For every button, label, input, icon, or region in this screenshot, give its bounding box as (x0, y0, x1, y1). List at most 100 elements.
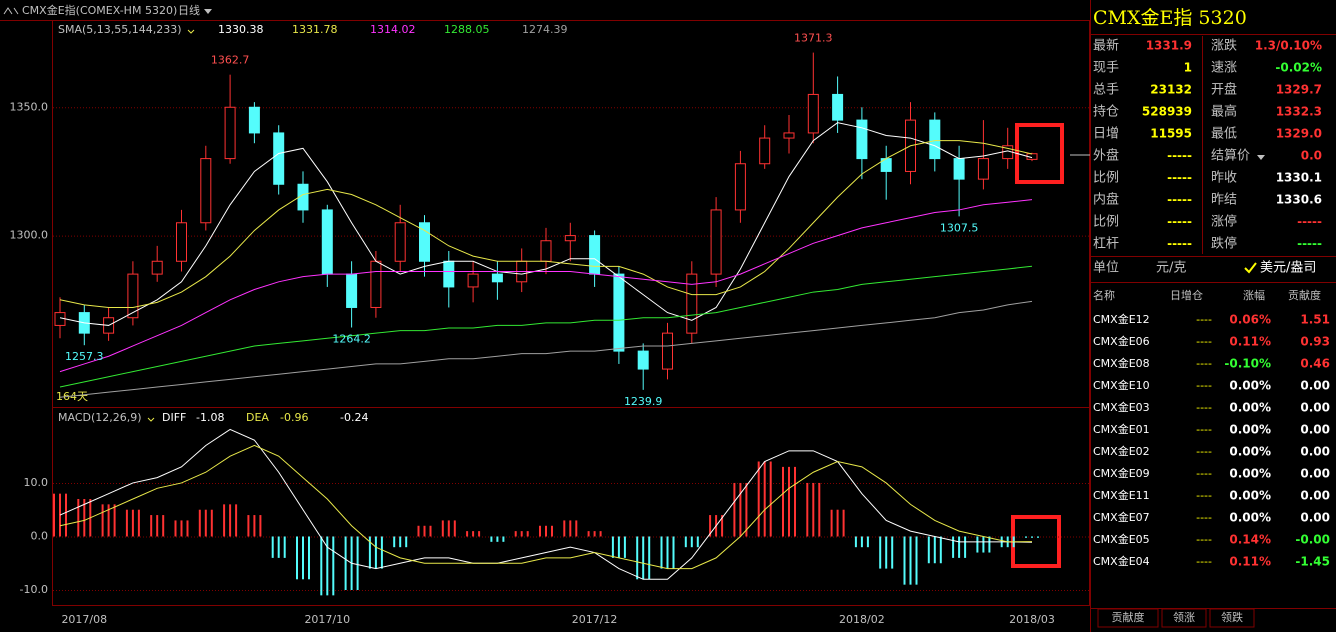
legend-name: DEA (246, 411, 269, 424)
unit-label: 单位 (1093, 261, 1119, 276)
row-change: 0.00% (1229, 401, 1271, 415)
row-name: CMX金E12 (1093, 312, 1150, 326)
tab-label[interactable]: 领跌 (1221, 610, 1243, 624)
sma-line (59, 300, 1033, 398)
candle-body (54, 312, 66, 326)
row-contrib: 0.00 (1300, 467, 1330, 481)
row-name: CMX金E01 (1093, 422, 1150, 436)
tab[interactable] (1161, 608, 1207, 628)
candle-body (686, 273, 698, 334)
x-tick-label: 2017/10 (304, 613, 350, 626)
row-contrib: 0.00 (1300, 401, 1330, 415)
candle-body (321, 209, 333, 275)
quote-label: 内盘 (1093, 192, 1119, 208)
quote-label: 开盘 (1211, 82, 1237, 98)
x-tick-label: 2018/03 (1009, 613, 1055, 626)
quote-label: 杠杆 (1093, 236, 1119, 252)
quote-label: 外盘 (1093, 148, 1119, 164)
row-name: CMX金E05 (1093, 532, 1150, 546)
row-oi: ---- (1196, 467, 1212, 480)
tab[interactable] (1097, 608, 1159, 628)
row-name: CMX金E02 (1093, 444, 1150, 458)
check (1244, 262, 1257, 274)
x-tick-label: 2017/12 (572, 613, 618, 626)
row-oi: ---- (1196, 379, 1212, 392)
tab[interactable] (1209, 608, 1255, 628)
quote-label: 涨跌 (1211, 38, 1237, 54)
row-name: CMX金E04 (1093, 554, 1150, 568)
row-contrib: 0.00 (1300, 489, 1330, 503)
row-name: CMX金E10 (1093, 378, 1150, 392)
candle-body (637, 350, 649, 370)
tab-label[interactable]: 贡献度 (1112, 610, 1145, 624)
row-change: -0.10% (1224, 357, 1271, 371)
row-name: CMX金E06 (1093, 334, 1150, 348)
row-contrib: 0.46 (1300, 357, 1330, 371)
column-header: 贡献度 (1288, 288, 1321, 302)
quote-label: 比例 (1093, 215, 1119, 230)
column-header: 日增仓 (1170, 288, 1203, 302)
legend-value: -1.08 (196, 411, 224, 424)
tab-label[interactable]: 领涨 (1173, 611, 1195, 624)
candle-body (127, 273, 139, 319)
quote-value: 0.0 (1301, 149, 1322, 163)
candle-body (273, 132, 285, 185)
legend-value: 1274.39 (522, 23, 568, 36)
unit-option: 元/克 (1156, 261, 1186, 276)
dropdown[interactable] (1257, 155, 1265, 160)
legend-value: 1314.02 (370, 23, 416, 36)
quote-label: 最新 (1093, 38, 1119, 54)
row-name: CMX金E11 (1093, 488, 1150, 502)
candle-body (953, 158, 965, 180)
quote-value: -0.02% (1275, 61, 1322, 75)
low-label: 1307.5 (940, 221, 979, 234)
row-name: CMX金E03 (1093, 400, 1150, 414)
quote-value: ----- (1167, 193, 1192, 207)
quote-label: 速涨 (1211, 61, 1237, 76)
candle-body (710, 209, 722, 275)
row-oi: ---- (1196, 313, 1212, 326)
quote-label: 跌停 (1211, 236, 1237, 252)
row-oi: ---- (1196, 335, 1212, 348)
row-change: 0.00% (1229, 423, 1271, 437)
candle-body (176, 222, 187, 262)
candle-body (297, 183, 309, 211)
row-change: 0.00% (1229, 489, 1271, 503)
y-tick-label: 10.0 (24, 476, 49, 489)
row-oi: ---- (1196, 423, 1212, 436)
legend-name: DIFF (162, 411, 186, 424)
candle-body (491, 273, 503, 283)
x-tick-label: 2018/02 (839, 613, 885, 626)
row-change: 0.00% (1229, 445, 1271, 459)
candle-body (662, 332, 673, 370)
row-contrib: -0.00 (1295, 533, 1330, 547)
quote-value: ----- (1297, 237, 1322, 251)
x-tick-label: 2017/08 (61, 613, 107, 626)
candle-body (540, 240, 552, 262)
row-name: CMX金E09 (1093, 466, 1150, 480)
candle-body (807, 93, 819, 134)
row-contrib: 0.00 (1300, 423, 1330, 437)
low-label: 1264.2 (332, 332, 371, 345)
row-oi: ---- (1196, 401, 1212, 414)
row-change: 0.00% (1229, 467, 1271, 481)
row-change: 0.00% (1229, 511, 1271, 525)
row-contrib: 0.00 (1300, 379, 1330, 393)
candle-body (419, 222, 430, 262)
quote-value: ----- (1297, 215, 1322, 229)
quote-label: 日增 (1093, 127, 1119, 142)
candle-body (467, 273, 479, 288)
candle-body (370, 260, 382, 308)
quote-label: 最低 (1211, 127, 1237, 142)
dropdown[interactable] (204, 9, 212, 14)
row-contrib: 1.51 (1300, 313, 1330, 327)
quote-label: 总手 (1093, 83, 1119, 98)
row-change: 0.06% (1229, 313, 1271, 327)
candle-body (783, 132, 795, 139)
row-change: 0.11% (1229, 555, 1271, 569)
y-tick-label: 1300.0 (10, 229, 49, 242)
